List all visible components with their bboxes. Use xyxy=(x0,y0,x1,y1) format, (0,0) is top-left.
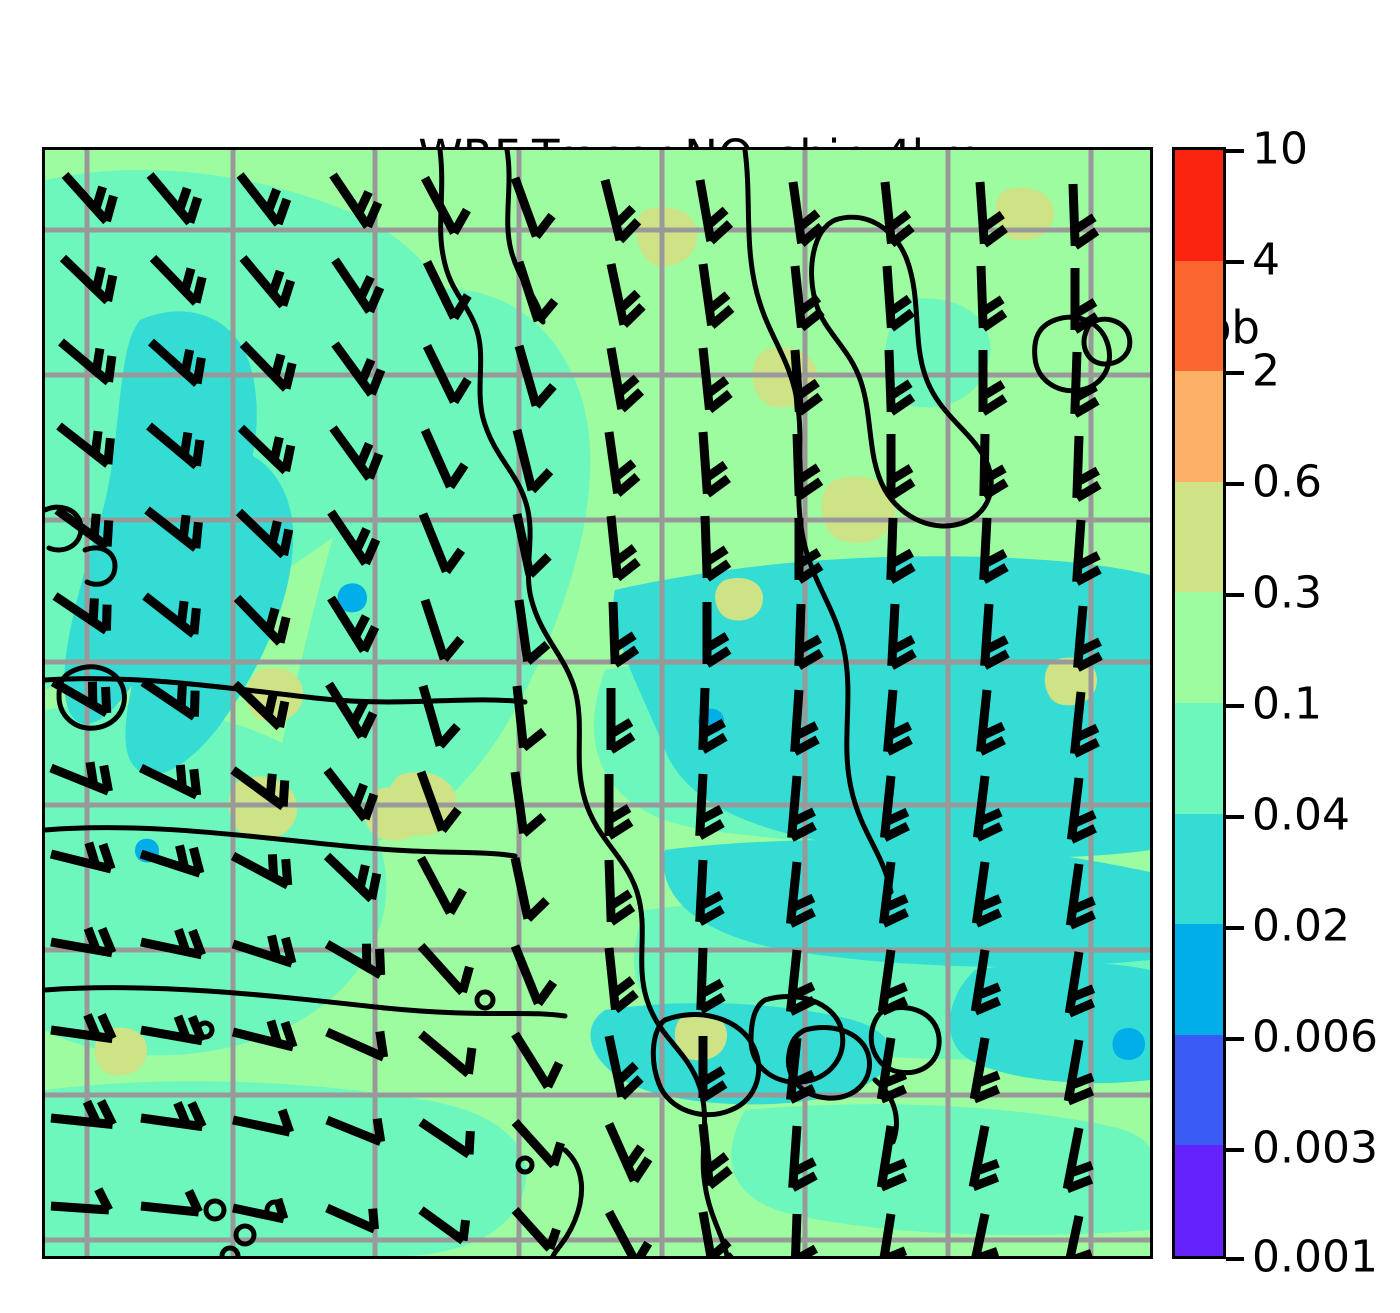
colorbar-tick-mark xyxy=(1226,371,1244,375)
colorbar-tick-label: 10 xyxy=(1252,123,1308,175)
colorbar-tick-label: 0.003 xyxy=(1252,1122,1378,1174)
colorbar-tick-label: 0.001 xyxy=(1252,1231,1378,1283)
colorbar-tick-mark xyxy=(1226,926,1244,930)
map-plot-area[interactable] xyxy=(42,147,1153,1259)
colorbar-tick-label: 2 xyxy=(1252,345,1280,397)
east-plume xyxy=(590,556,1150,1105)
colorbar-tick-mark xyxy=(1226,1037,1244,1041)
colorbar-band-10 xyxy=(1175,150,1223,261)
colorbar-tick-label: 4 xyxy=(1252,234,1280,286)
colorbar-band-0003 xyxy=(1175,1145,1223,1256)
colorbar-tick-label: 0.02 xyxy=(1252,900,1350,952)
colorbar-tick-axis: 10 4 2 0.6 0.3 0.1 0.04 0.02 0.006 0.003… xyxy=(1226,124,1396,1283)
colorbar-band-2 xyxy=(1175,371,1223,482)
colorbar-band-4 xyxy=(1175,260,1223,372)
map-field-canvas xyxy=(45,150,1150,1256)
wind-barb-field xyxy=(49,171,1103,1256)
colorbar-tick-mark xyxy=(1226,260,1244,264)
colorbar-tick-mark xyxy=(1226,815,1244,819)
colorbar-tick-label: 0.3 xyxy=(1252,567,1322,619)
colorbar-band-002 xyxy=(1175,924,1223,1035)
map-gridlines xyxy=(45,150,1150,1256)
colorbar-tick-label: 0.1 xyxy=(1252,678,1322,730)
colorbar-tick-mark xyxy=(1226,1148,1244,1152)
colorbar-band-0006 xyxy=(1175,1034,1223,1146)
colorbar-tick-mark xyxy=(1226,149,1244,153)
colorbar-tick-label: 0.006 xyxy=(1252,1011,1378,1063)
colorbar[interactable] xyxy=(1172,147,1226,1259)
colorbar-band-004 xyxy=(1175,813,1223,925)
colorbar-tick-mark xyxy=(1226,482,1244,486)
colorbar-band-06 xyxy=(1175,481,1223,593)
tracer-concentration-field xyxy=(45,150,1150,1256)
colorbar-tick-mark xyxy=(1226,704,1244,708)
colorbar-tick-label: 0.6 xyxy=(1252,456,1322,508)
colorbar-tick-label: 0.04 xyxy=(1252,789,1350,841)
colorbar-band-03 xyxy=(1175,592,1223,703)
colorbar-band-01 xyxy=(1175,702,1223,814)
colorbar-tick-mark xyxy=(1226,1257,1244,1261)
colorbar-tick-mark xyxy=(1226,593,1244,597)
